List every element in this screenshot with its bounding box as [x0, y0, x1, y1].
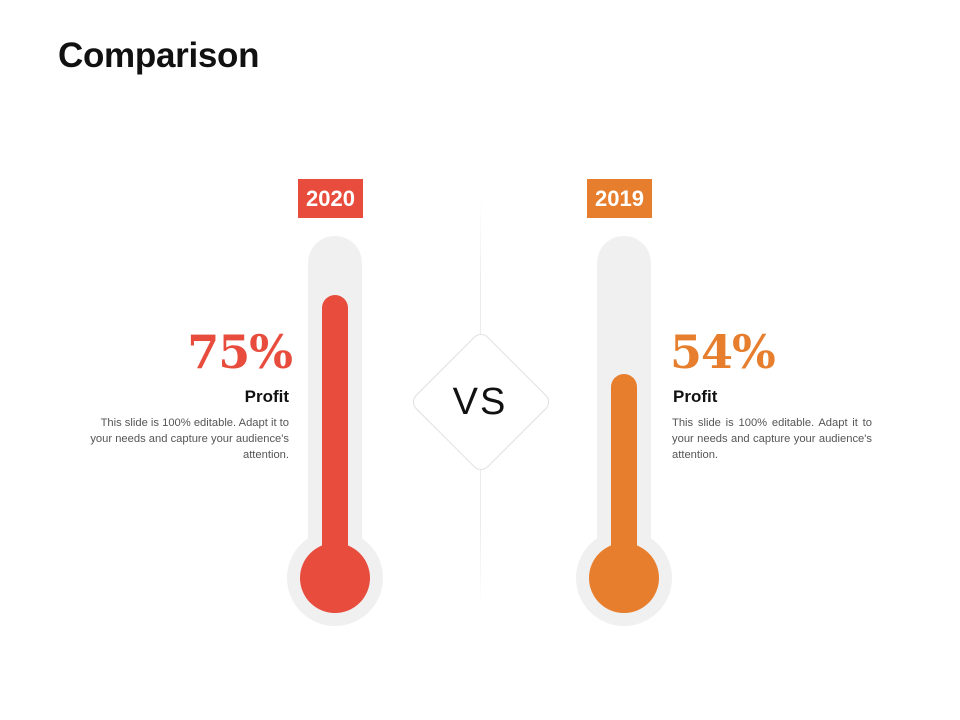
thermometer-bulb — [589, 543, 659, 613]
metric-label-2020: Profit — [244, 387, 289, 406]
description-2019: This slide is 100% editable. Adapt it to… — [672, 417, 872, 461]
thermometer-fill-bar — [322, 295, 348, 578]
slide-title: Comparison — [58, 36, 260, 75]
description-2020: This slide is 100% editable. Adapt it to… — [90, 417, 289, 461]
percent-value-2020: 75% — [187, 325, 293, 379]
year-badge-2019: 2019 — [587, 179, 652, 218]
year-badge-2020: 2020 — [298, 179, 363, 218]
vs-label: VS — [452, 381, 508, 423]
percent-value-2019: 54% — [670, 325, 776, 379]
metric-label-2019: Profit — [673, 387, 718, 406]
thermometer-bulb — [300, 543, 370, 613]
